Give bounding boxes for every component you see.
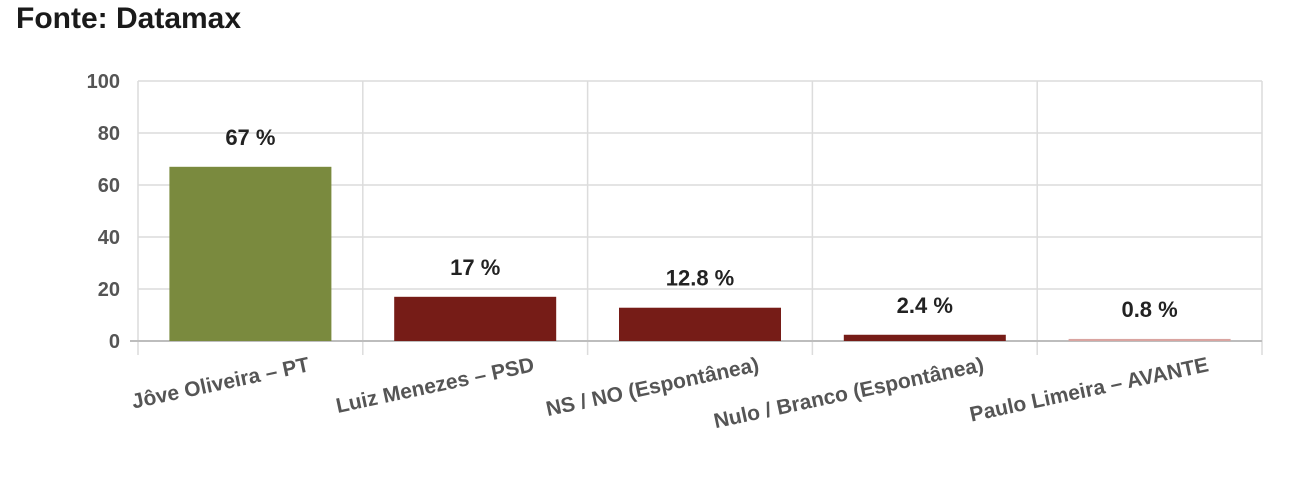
source-title: Fonte: Datamax — [16, 2, 242, 35]
data-label: 2.4 % — [897, 293, 953, 318]
data-label: 17 % — [450, 255, 500, 280]
y-tick-label: 20 — [98, 279, 120, 301]
y-tick-label: 100 — [87, 71, 120, 93]
x-category-label: Paulo Limeira – AVANTE — [968, 353, 1211, 426]
y-tick-label: 80 — [98, 123, 120, 145]
bar — [394, 296, 557, 341]
x-category-label: Luiz Menezes – PSD — [334, 353, 536, 417]
data-label: 0.8 % — [1121, 297, 1177, 322]
bar — [1068, 338, 1231, 341]
data-label: 67 % — [225, 125, 275, 150]
data-label: 12.8 % — [666, 266, 735, 291]
y-tick-label: 40 — [98, 227, 120, 249]
data-labels: 67 % 17 % 12.8 % 2.4 % 0.8 % — [225, 125, 1177, 322]
x-category-label: Jôve Oliveira – PT — [130, 353, 312, 413]
bars — [169, 166, 1231, 341]
bar — [169, 166, 332, 341]
y-axis-ticks: 0 20 40 60 80 100 — [87, 71, 120, 353]
bar — [843, 334, 1006, 341]
bar — [619, 307, 781, 341]
y-tick-label: 0 — [109, 331, 120, 353]
y-tick-label: 60 — [98, 175, 120, 197]
x-axis-labels: Jôve Oliveira – PT Luiz Menezes – PSD NS /… — [130, 353, 1211, 433]
